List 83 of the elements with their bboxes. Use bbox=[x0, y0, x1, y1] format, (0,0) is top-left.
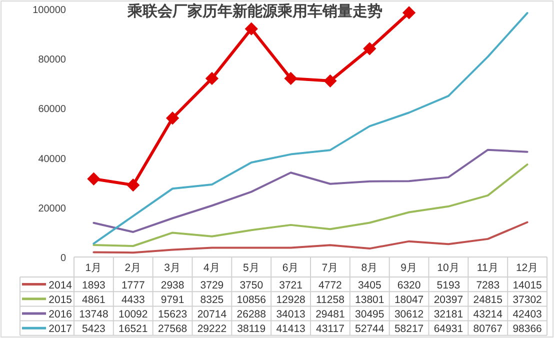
point bbox=[205, 72, 219, 86]
data-label: 26288 bbox=[236, 308, 266, 320]
point bbox=[284, 72, 298, 86]
x-tick-label: 7月 bbox=[322, 262, 339, 274]
data-label: 18047 bbox=[394, 294, 424, 306]
data-label: 3729 bbox=[200, 279, 224, 292]
y-tick-label: 0 bbox=[60, 253, 66, 264]
legend-label: 2015 bbox=[48, 294, 72, 306]
point bbox=[363, 42, 376, 56]
data-label: 4861 bbox=[82, 294, 106, 306]
data-label: 3721 bbox=[279, 279, 303, 292]
line-series bbox=[92, 163, 528, 248]
point bbox=[87, 172, 100, 186]
data-label: 11258 bbox=[316, 294, 345, 306]
point bbox=[244, 22, 258, 36]
y-tick-label: 40000 bbox=[38, 154, 66, 165]
line-series bbox=[92, 221, 528, 254]
chart-title: 乘联会厂家历年新能源乘用车销量走势 bbox=[126, 2, 382, 20]
data-label: 3405 bbox=[358, 279, 382, 292]
data-label: 9791 bbox=[160, 294, 184, 306]
x-tick-label: 9月 bbox=[400, 262, 418, 274]
point bbox=[166, 112, 180, 125]
data-label: 41413 bbox=[276, 323, 306, 336]
data-label: 5193 bbox=[436, 279, 460, 292]
data-label: 8325 bbox=[200, 294, 224, 306]
data-label: 4433 bbox=[121, 294, 145, 306]
data-label: 15623 bbox=[158, 308, 188, 320]
data-label: 32181 bbox=[434, 308, 464, 320]
x-tick-label: 5月 bbox=[242, 262, 260, 274]
x-tick-label: 12月 bbox=[516, 262, 539, 274]
data-label: 29222 bbox=[197, 323, 227, 336]
data-label: 43117 bbox=[316, 323, 345, 336]
data-label: 52744 bbox=[355, 323, 384, 336]
y-tick-label: 80000 bbox=[38, 54, 66, 66]
data-label: 10092 bbox=[118, 308, 148, 320]
legend-label: 2016 bbox=[48, 308, 72, 320]
x-tick-label: 11月 bbox=[476, 262, 499, 274]
x-tick-label: 2月 bbox=[124, 262, 142, 274]
data-label: 24815 bbox=[473, 294, 503, 306]
data-label: 20397 bbox=[434, 294, 464, 306]
data-label: 13801 bbox=[355, 294, 384, 306]
y-tick-label: 100000 bbox=[32, 5, 66, 16]
data-label: 64931 bbox=[434, 323, 464, 336]
data-label: 2938 bbox=[160, 279, 184, 292]
data-label: 12928 bbox=[276, 294, 306, 306]
data-label: 42403 bbox=[512, 308, 542, 320]
data-label: 34013 bbox=[276, 308, 306, 320]
data-label: 58217 bbox=[394, 323, 424, 336]
data-label: 30495 bbox=[355, 308, 384, 320]
data-label: 80767 bbox=[473, 323, 503, 336]
x-tick-label: 10月 bbox=[437, 262, 460, 274]
x-tick-label: 1月 bbox=[85, 262, 102, 274]
point bbox=[324, 74, 337, 88]
line-series bbox=[92, 148, 528, 233]
data-label: 10856 bbox=[236, 294, 266, 306]
data-label: 6320 bbox=[397, 279, 421, 292]
x-tick-label: 8月 bbox=[361, 262, 378, 274]
data-label: 29481 bbox=[316, 308, 345, 320]
data-label: 38119 bbox=[237, 323, 266, 336]
data-label: 7283 bbox=[476, 279, 500, 292]
x-tick-label: 3月 bbox=[164, 262, 181, 274]
point bbox=[402, 6, 416, 20]
data-label: 13748 bbox=[79, 308, 108, 320]
data-label: 14015 bbox=[512, 279, 542, 292]
data-label: 20714 bbox=[197, 308, 227, 320]
data-label: 1893 bbox=[82, 279, 106, 292]
data-label: 27568 bbox=[158, 323, 188, 336]
data-label: 43214 bbox=[473, 308, 503, 320]
data-label: 1777 bbox=[121, 279, 145, 292]
data-label: 37302 bbox=[512, 294, 542, 306]
data-label: 30612 bbox=[394, 308, 424, 320]
data-label: 98366 bbox=[512, 323, 542, 336]
y-tick-label: 60000 bbox=[38, 104, 66, 116]
data-label: 4772 bbox=[318, 279, 342, 292]
point bbox=[126, 178, 140, 192]
data-label: 16521 bbox=[118, 323, 148, 336]
legend-label: 2014 bbox=[48, 279, 72, 292]
x-tick-label: 6月 bbox=[282, 262, 300, 274]
data-label: 5423 bbox=[82, 323, 106, 336]
x-tick-label: 4月 bbox=[204, 262, 220, 274]
data-label: 3750 bbox=[240, 279, 264, 292]
legend-label: 2017 bbox=[48, 323, 72, 336]
y-tick-label: 20000 bbox=[38, 203, 66, 214]
